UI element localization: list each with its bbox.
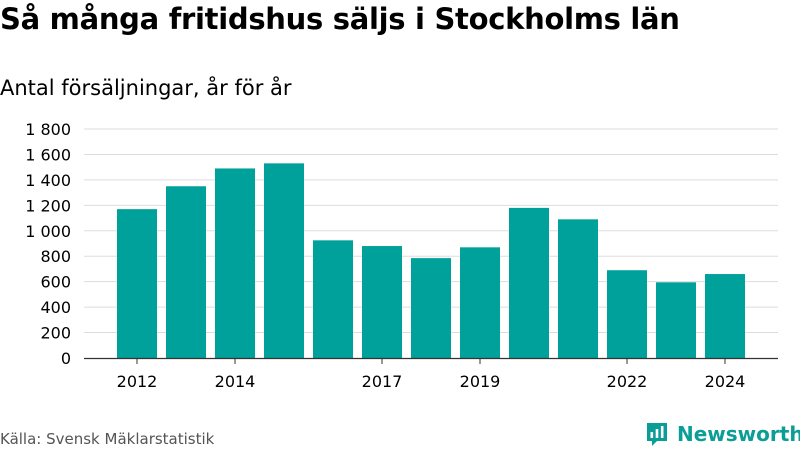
y-tick-label: 0 xyxy=(61,349,71,368)
y-tick-label: 800 xyxy=(40,247,71,266)
bar-2024: 2024: 660 xyxy=(705,274,745,358)
bar-2015: 2015: 1530 xyxy=(264,163,304,358)
bar-2021: 2021: 1090 xyxy=(558,219,598,358)
bar-2019: 2019: 870 xyxy=(460,247,500,358)
brand-name: Newsworthy xyxy=(677,422,800,446)
newsworthy-logo-icon xyxy=(647,423,667,446)
y-tick-label: 1 800 xyxy=(25,120,71,139)
y-tick-label: 600 xyxy=(40,273,71,292)
chart-subtitle: Antal försäljningar, år för år xyxy=(0,76,292,100)
bar-2018: 2018: 785 xyxy=(411,258,451,358)
y-tick-label: 200 xyxy=(40,324,71,343)
x-tick-label: 2017 xyxy=(362,372,403,391)
bar-2014: 2014: 1490 xyxy=(215,168,255,358)
x-axis-ticks: 2012 2014 2017 2019 2022 2024 xyxy=(84,357,778,391)
bar-2013: 2013: 1350 xyxy=(166,186,206,358)
y-tick-label: 400 xyxy=(40,298,71,317)
bar-2020: 2020: 1180 xyxy=(509,207,549,358)
x-tick-label: 2014 xyxy=(215,372,256,391)
y-tick-label: 1 600 xyxy=(25,145,71,164)
bar-chart: 0 200 400 600 800 1 000 1 200 1 400 1 600 1 800 2… xyxy=(25,120,778,391)
bars: 2012: 11702013: 13502014: 14902015: 1530… xyxy=(117,163,745,358)
brand-logo[interactable]: Newsworthy xyxy=(645,420,800,448)
x-tick-label: 2019 xyxy=(460,372,501,391)
y-tick-label: 1 000 xyxy=(25,222,71,241)
x-tick-label: 2024 xyxy=(705,372,746,391)
x-tick-label: 2022 xyxy=(607,372,648,391)
bar-2016: 2016: 925 xyxy=(313,240,353,358)
source-note: Källa: Svensk Mäklarstatistik xyxy=(0,430,215,448)
y-tick-label: 1 400 xyxy=(25,171,71,190)
bar-2017: 2017: 880 xyxy=(362,246,402,358)
bar-2022: 2022: 690 xyxy=(607,270,647,358)
chart-title: Så många fritidshus säljs i Stockholms l… xyxy=(0,2,680,36)
y-axis-ticks: 0 200 400 600 800 1 000 1 200 1 400 1 600 1 800 xyxy=(25,120,71,368)
bar-2023: 2023: 595 xyxy=(656,282,696,358)
y-tick-label: 1 200 xyxy=(25,196,71,215)
x-tick-label: 2012 xyxy=(117,372,158,391)
bar-2012: 2012: 1170 xyxy=(117,209,157,358)
